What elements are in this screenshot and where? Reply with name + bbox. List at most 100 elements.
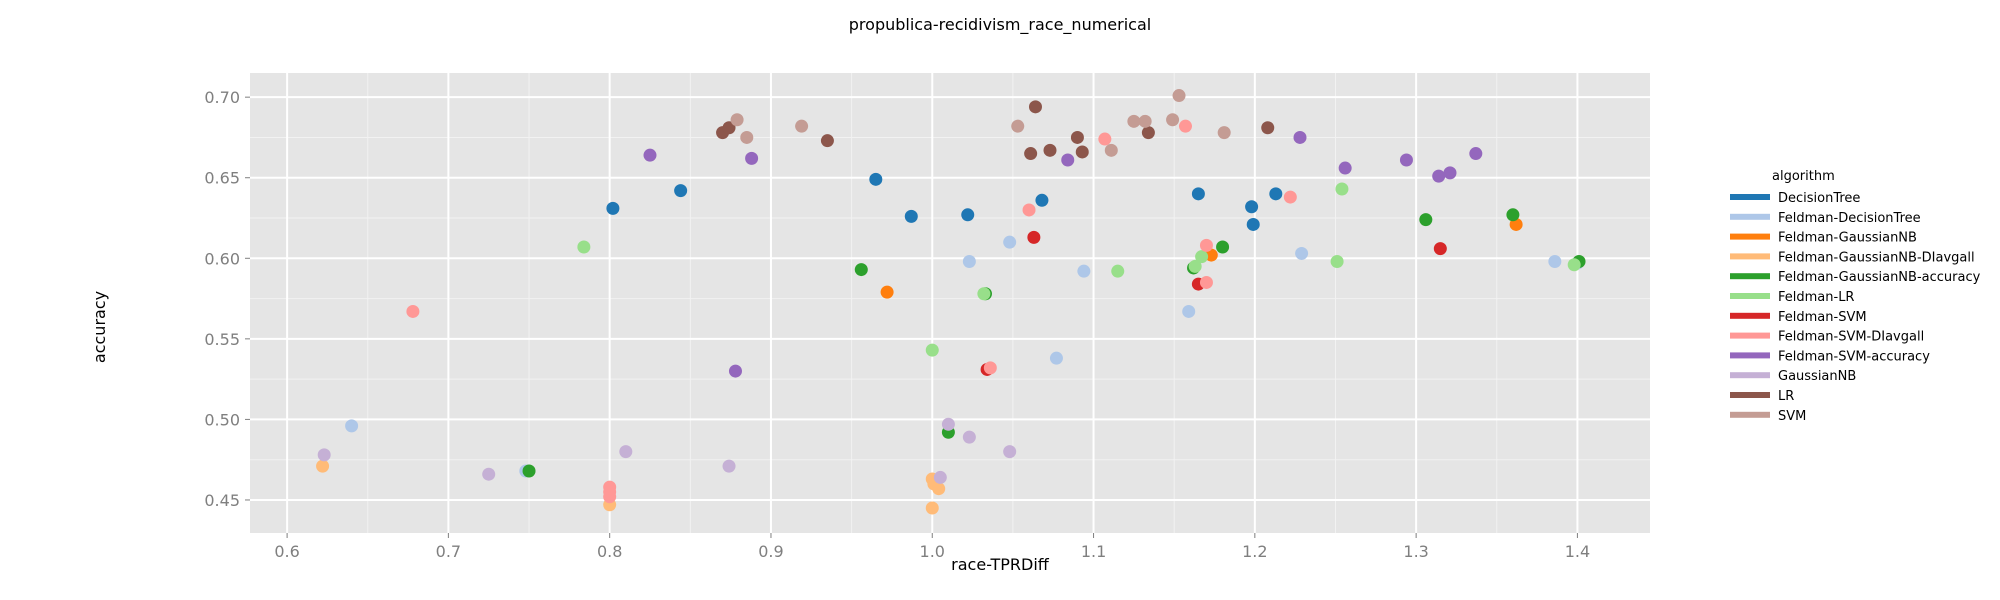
data-point: [740, 130, 754, 144]
data-point: [316, 459, 330, 473]
data-point: [619, 445, 633, 459]
data-point: [869, 172, 883, 186]
data-point: [983, 361, 997, 375]
data-point: [1003, 445, 1017, 459]
data-point: [1035, 193, 1049, 207]
data-point: [1338, 161, 1352, 175]
data-point: [1335, 182, 1349, 196]
data-point: [1246, 217, 1260, 231]
data-point: [962, 255, 976, 269]
data-point: [728, 364, 742, 378]
legend-label: GaussianNB: [1778, 369, 1856, 384]
data-point: [1043, 143, 1057, 157]
legend-swatch: [1730, 213, 1770, 220]
x-tick-label: 1.1: [1081, 542, 1106, 561]
legend-label: Feldman-SVM-DIavgall: [1778, 330, 1924, 345]
legend-title: algorithm: [1772, 169, 1835, 184]
data-point: [941, 417, 955, 431]
data-point: [643, 148, 657, 162]
x-tick-label: 1.3: [1403, 542, 1428, 561]
data-point: [932, 482, 946, 496]
data-point: [1011, 119, 1025, 133]
data-point: [1295, 246, 1309, 260]
y-tick-label: 0.50: [204, 410, 240, 429]
legend-swatch: [1730, 352, 1770, 359]
data-point: [1166, 113, 1180, 127]
data-point: [1567, 258, 1581, 272]
data-point: [1293, 130, 1307, 144]
data-point: [925, 501, 939, 515]
data-point: [925, 343, 939, 357]
data-point: [606, 201, 620, 215]
data-point: [1199, 275, 1213, 289]
data-point: [1283, 190, 1297, 204]
data-point: [674, 184, 688, 198]
data-point: [1049, 351, 1063, 365]
legend: algorithm DecisionTree Feldman-DecisionTr…: [1730, 169, 1981, 424]
legend-swatch: [1730, 194, 1770, 200]
x-tick-label: 0.7: [436, 542, 461, 561]
data-point: [854, 263, 868, 277]
data-point: [1419, 213, 1433, 227]
data-point: [1111, 264, 1125, 278]
plot-area: [250, 73, 1650, 533]
data-point: [1003, 235, 1017, 249]
x-tick-label: 1.0: [920, 542, 945, 561]
data-point: [1178, 119, 1192, 133]
legend-label: Feldman-GaussianNB-accuracy: [1778, 270, 1981, 285]
data-point: [1027, 230, 1041, 244]
chart-title: propublica-recidivism_race_numerical: [849, 15, 1151, 35]
x-tick-label: 1.2: [1242, 542, 1267, 561]
data-point: [317, 448, 331, 462]
data-point: [904, 209, 918, 223]
legend-label: Feldman-SVM-accuracy: [1778, 349, 1930, 364]
data-point: [577, 240, 591, 254]
legend-label: LR: [1778, 389, 1794, 404]
data-point: [722, 121, 736, 135]
data-point: [820, 134, 834, 148]
data-point: [1261, 121, 1275, 135]
grid-lines: [250, 73, 1650, 533]
legend-swatch: [1730, 253, 1770, 260]
legend-label: Feldman-DecisionTree: [1778, 211, 1921, 226]
data-point: [795, 119, 809, 133]
data-point: [1469, 147, 1483, 161]
legend-swatch: [1730, 233, 1770, 240]
y-tick-label: 0.65: [204, 169, 240, 188]
data-point: [522, 464, 536, 478]
data-point: [1217, 126, 1231, 140]
data-point: [722, 459, 736, 473]
data-point: [1188, 259, 1202, 273]
x-axis-title: race-TPRDiff: [951, 555, 1050, 574]
data-point: [1506, 208, 1520, 222]
x-tick-label: 0.8: [597, 542, 622, 561]
data-point: [961, 208, 975, 222]
data-point: [1399, 153, 1413, 167]
data-point: [745, 151, 759, 165]
legend-label: Feldman-LR: [1778, 290, 1854, 305]
data-point: [1245, 200, 1259, 214]
legend-label: DecisionTree: [1778, 191, 1860, 206]
y-tick-label: 0.70: [204, 88, 240, 107]
data-point: [1182, 304, 1196, 318]
data-point: [482, 467, 496, 481]
data-point: [1432, 169, 1446, 183]
data-point: [730, 113, 744, 127]
data-point: [1127, 114, 1141, 128]
data-point: [1098, 132, 1112, 146]
data-point: [962, 430, 976, 444]
data-point: [1330, 255, 1344, 269]
data-points: [316, 89, 1586, 515]
data-point: [1548, 255, 1562, 269]
data-point: [1028, 100, 1042, 114]
data-point: [603, 490, 617, 504]
legend-label: Feldman-GaussianNB: [1778, 231, 1917, 246]
data-point: [1070, 130, 1084, 144]
data-point: [1104, 143, 1118, 157]
legend-swatch: [1730, 312, 1770, 319]
axis-ticks: 0.6 0.7 0.8 0.9 1.0 1.1 1.2 1.3 1.4 0.45 0.50 0.55 0…: [204, 88, 1590, 561]
legend-swatch: [1730, 392, 1770, 398]
data-point: [880, 285, 894, 299]
data-point: [1443, 166, 1457, 180]
